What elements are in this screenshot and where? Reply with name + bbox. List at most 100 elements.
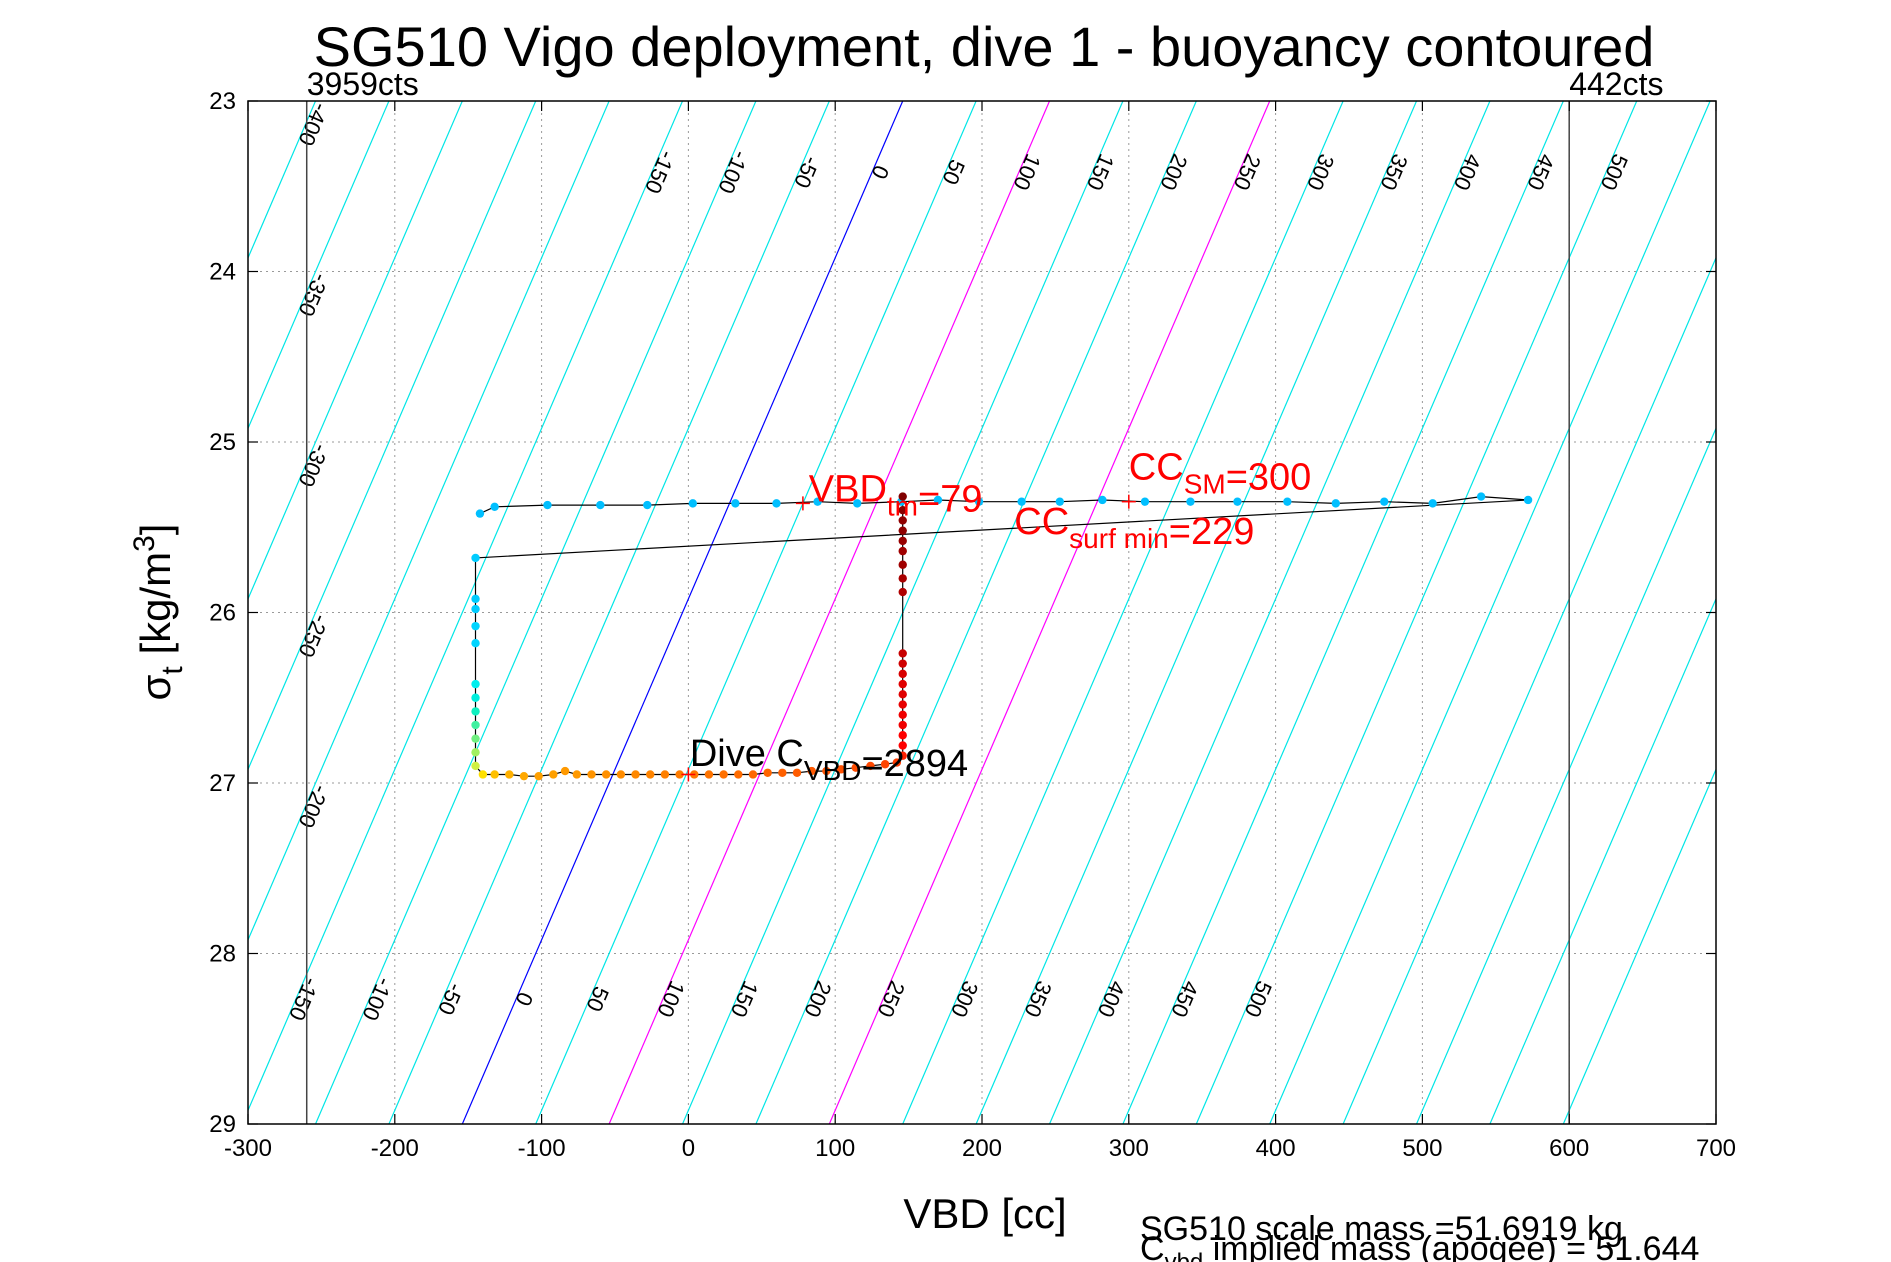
y-tick-label: 25 xyxy=(209,429,236,456)
y-tick-label: 23 xyxy=(209,88,236,115)
descent-point xyxy=(1476,492,1486,501)
ascent-point xyxy=(898,506,907,515)
annotation-subscript: SM xyxy=(1184,469,1226,500)
descent-point xyxy=(778,768,787,777)
ascent-point xyxy=(898,516,907,525)
contour-label-bottom: 450 xyxy=(1166,977,1203,1021)
descent-point xyxy=(1523,495,1533,505)
x-tick-label: 600 xyxy=(1549,1135,1589,1162)
annotation-dive-cvbd: Dive CVBD=2894 xyxy=(690,733,968,786)
scale-mass-note: SG510 scale mass =51.6919 kg xyxy=(1140,1210,1623,1248)
contour-label-bottom: 400 xyxy=(1093,977,1130,1021)
contour-label-bottom: 300 xyxy=(946,977,983,1021)
contour-line xyxy=(247,100,390,429)
descent-point xyxy=(853,499,862,508)
descent-point xyxy=(1055,497,1065,506)
descent-point xyxy=(822,766,831,776)
dive-trace xyxy=(474,495,1529,777)
contour-label-top: 500 xyxy=(1596,150,1633,194)
x-tick-label: 200 xyxy=(962,1135,1002,1162)
contour-line xyxy=(1122,100,1564,1125)
descent-point xyxy=(549,770,558,779)
contour-label-top: 150 xyxy=(1082,150,1119,194)
descent-point xyxy=(505,770,514,779)
contour-line xyxy=(247,100,537,770)
descent-point xyxy=(471,734,480,743)
descent-point xyxy=(1017,497,1026,506)
contour-line xyxy=(247,100,610,941)
contour-line xyxy=(1195,100,1638,1125)
x-axis-label: VBD [cc] xyxy=(903,1190,1066,1237)
contour-label-top: 300 xyxy=(1302,150,1339,194)
descent-point xyxy=(471,720,480,730)
descent-point xyxy=(471,604,480,614)
ascent-point xyxy=(898,536,907,546)
descent-point xyxy=(1283,497,1292,506)
descent-point xyxy=(704,770,714,779)
count-label: 442cts xyxy=(1569,66,1663,102)
implied-mass-note: Cvbd implied mass (apogee) = 51.644 xyxy=(1140,1230,1699,1262)
contour-label-left: -250 xyxy=(293,611,333,661)
descent-point xyxy=(1140,497,1150,506)
contour-label-bottom: -50 xyxy=(433,980,469,1019)
x-tick-label: 500 xyxy=(1402,1135,1442,1162)
contour-line xyxy=(975,100,1418,1125)
descent-point xyxy=(675,770,684,779)
ascent-point xyxy=(898,546,907,556)
ascent-point xyxy=(898,690,907,699)
descent-point xyxy=(543,500,552,510)
axis-ticks: -300 -200 -100 0 100 200 300 400 500 600 700232425… xyxy=(209,88,1736,1162)
descent-point xyxy=(851,763,860,772)
descent-point xyxy=(866,761,875,771)
x-tick-label: -100 xyxy=(518,1135,566,1162)
contour-line xyxy=(388,100,830,1125)
annotation-value: =2894 xyxy=(861,743,968,785)
descent-point xyxy=(660,770,670,779)
contour-label-bottom: -150 xyxy=(284,974,324,1024)
descent-point xyxy=(631,770,640,779)
contour-label-left: -300 xyxy=(293,440,333,490)
ascent-point xyxy=(898,492,907,501)
ascent-point xyxy=(898,741,907,750)
reference-markers xyxy=(681,494,1136,782)
contour-line xyxy=(902,100,1344,1125)
descent-point xyxy=(471,553,480,563)
descent-point xyxy=(933,495,943,505)
contour-label-bottom: 200 xyxy=(799,977,836,1021)
descent-point xyxy=(1186,497,1195,506)
implied-mass-symbol: C xyxy=(1140,1230,1165,1262)
descent-point xyxy=(1233,497,1242,506)
annotation-subscript: tm xyxy=(887,491,918,522)
contour-label-bottom: -100 xyxy=(357,974,397,1024)
plot-area: -150 -100 -50 0 50 100 150 200 250 300 350 400 450 50… xyxy=(209,66,1736,1162)
y-tick-label: 24 xyxy=(209,259,236,286)
contour-label-bottom: 500 xyxy=(1240,977,1277,1021)
descent-point xyxy=(519,771,529,781)
ascent-point xyxy=(898,659,907,668)
contour-label-left: -200 xyxy=(293,781,333,831)
contour-line xyxy=(247,100,317,259)
ascent-point xyxy=(898,574,907,583)
y-tick-label: 27 xyxy=(209,770,236,797)
ascent-point xyxy=(898,731,907,740)
annotation-cc-surf-min: CCsurf min=229 xyxy=(1014,501,1254,554)
ascent-point xyxy=(898,720,907,730)
descent-point xyxy=(572,770,582,779)
descent-point xyxy=(1380,497,1389,506)
descent-point xyxy=(587,770,596,779)
descent-point xyxy=(880,760,890,769)
x-tick-label: 0 xyxy=(682,1135,695,1162)
descent-point xyxy=(792,768,802,777)
annotation-main: CC xyxy=(1129,447,1184,489)
ascent-point xyxy=(898,587,907,597)
contour-label-top: 450 xyxy=(1522,150,1559,194)
ascent-point xyxy=(898,560,907,569)
x-tick-label: 700 xyxy=(1696,1135,1736,1162)
contour-line xyxy=(247,100,684,1111)
descent-point xyxy=(596,500,605,510)
descent-point xyxy=(772,499,781,508)
contour-line xyxy=(535,100,977,1125)
descent-point xyxy=(471,679,480,689)
contour-label-top: 250 xyxy=(1229,150,1266,194)
descent-point xyxy=(731,499,740,508)
